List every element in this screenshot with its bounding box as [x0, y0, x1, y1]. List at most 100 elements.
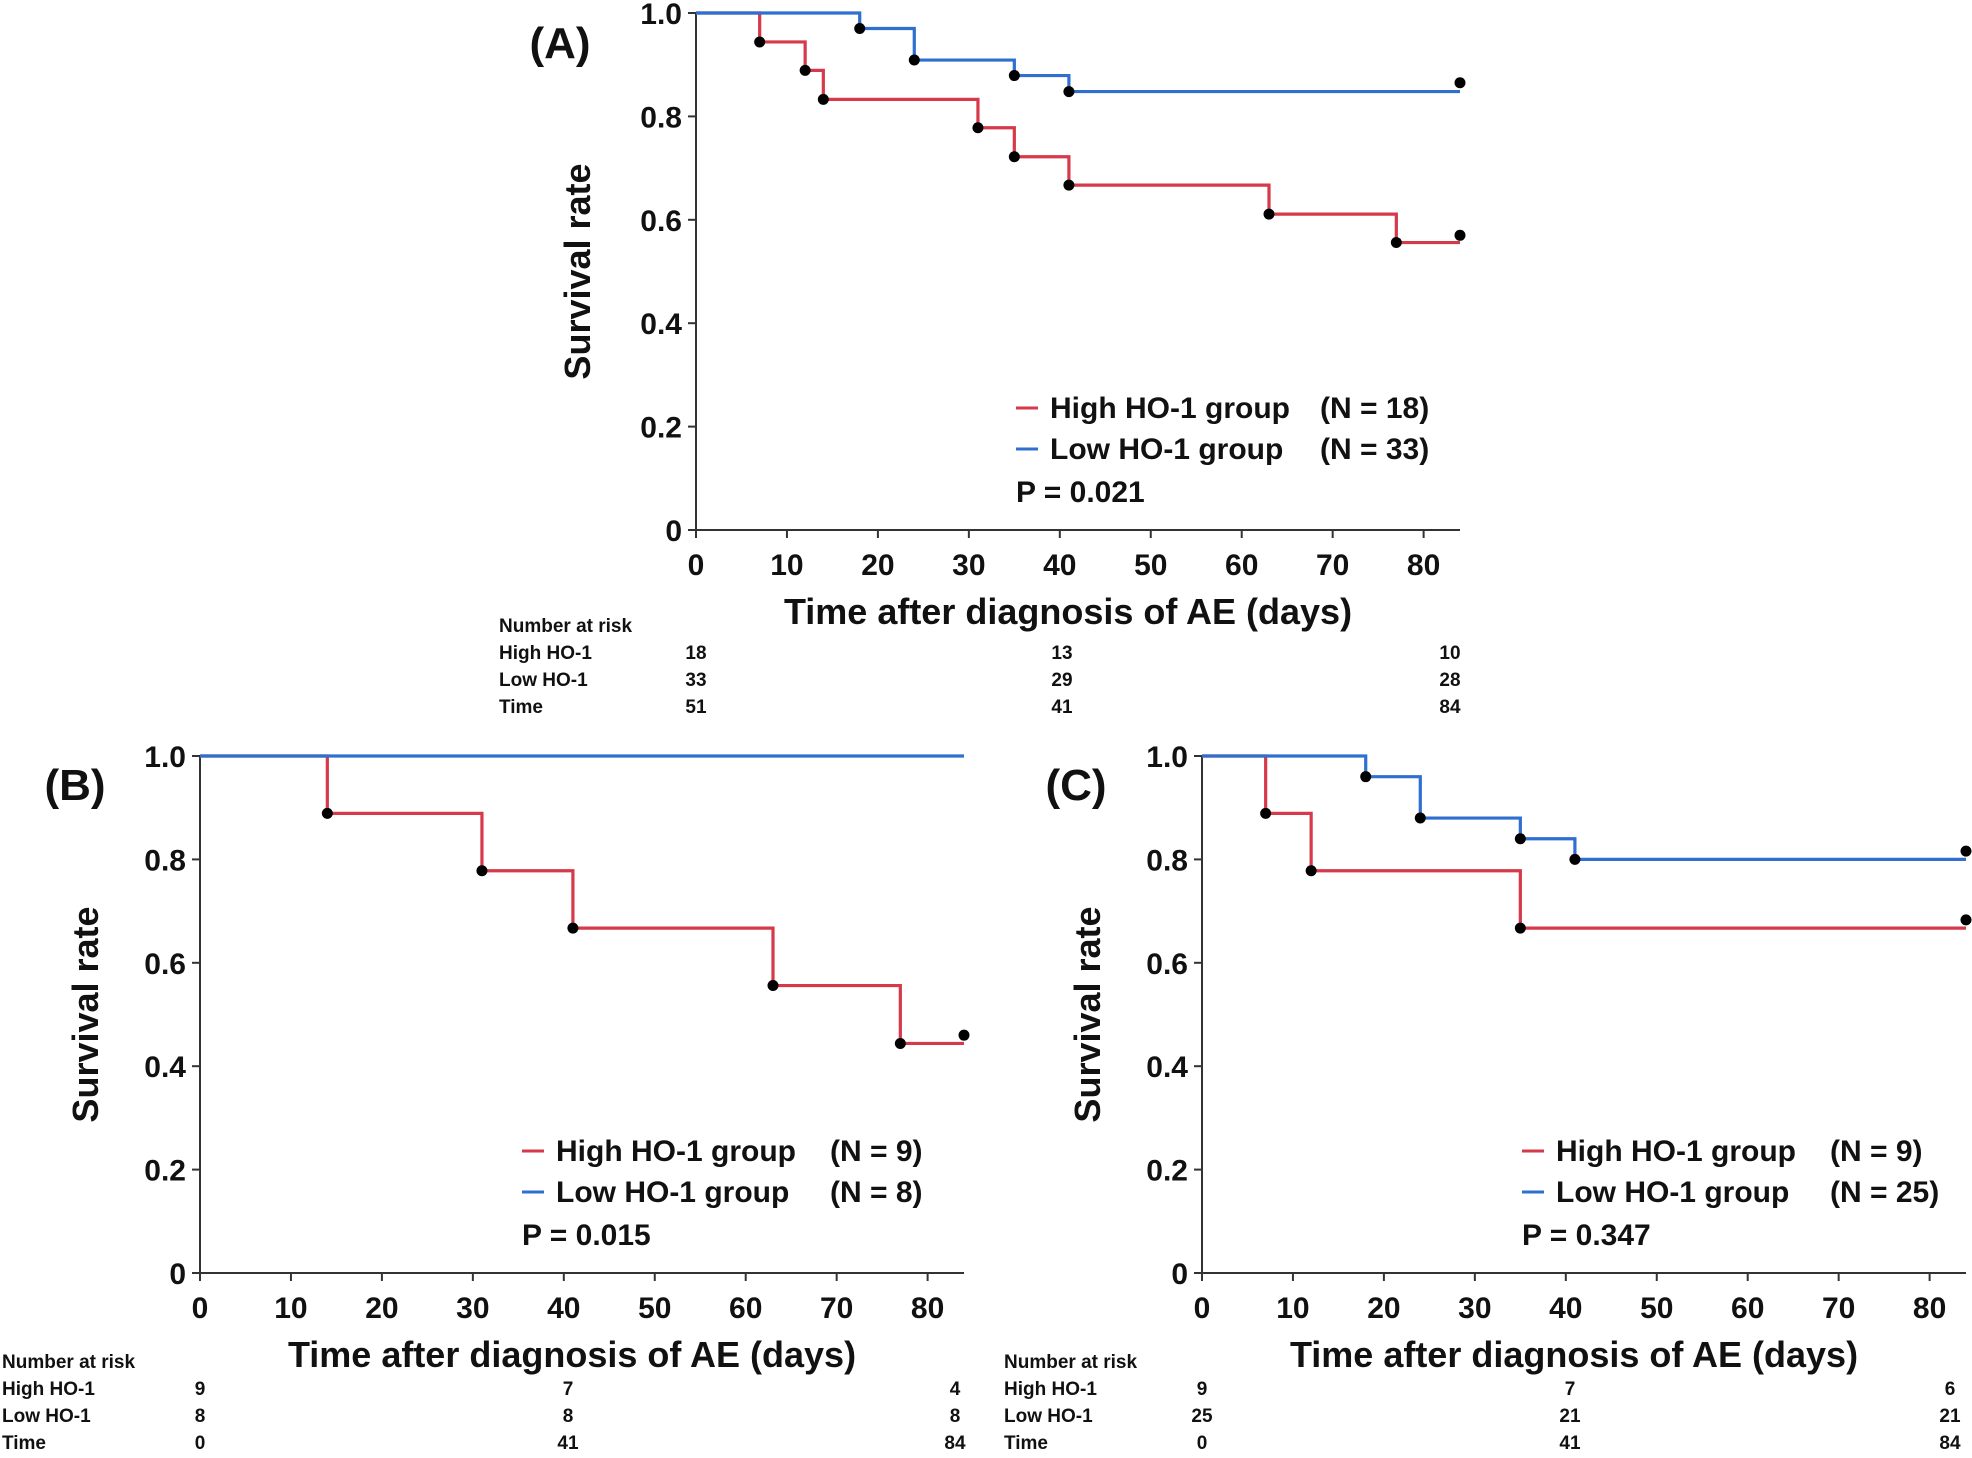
censor-point-low: [1360, 771, 1372, 783]
x-tick-label: 10: [274, 1292, 307, 1325]
risk-value: 84: [944, 1433, 966, 1454]
censor-point-high: [767, 980, 779, 992]
censor-point-low: [1414, 812, 1426, 824]
risk-value: 0: [1197, 1433, 1208, 1454]
x-tick-label: 70: [1316, 549, 1349, 582]
x-tick-label: 0: [192, 1292, 209, 1325]
legend-label: High HO-1 group: [1050, 392, 1290, 425]
series-line-high: [200, 754, 964, 1046]
x-tick-label: 80: [1407, 549, 1440, 582]
p-value: P = 0.021: [1016, 476, 1145, 509]
legend-label: Low HO-1 group: [1556, 1176, 1789, 1209]
risk-value: 9: [195, 1379, 206, 1400]
x-tick-label: 50: [638, 1292, 671, 1325]
p-value: P = 0.015: [522, 1219, 651, 1252]
censor-point-high: [1454, 229, 1466, 241]
censor-point-high: [958, 1029, 970, 1041]
y-tick-label: 0.8: [144, 844, 186, 877]
risk-value: 8: [563, 1406, 574, 1427]
risk-value: 4: [950, 1379, 961, 1400]
censor-point-high: [1263, 208, 1275, 220]
risk-table-title: Number at risk: [1004, 1352, 1137, 1373]
risk-table-title: Number at risk: [499, 616, 632, 637]
censor-point-high: [894, 1037, 906, 1049]
risk-value: 6: [1945, 1379, 1956, 1400]
legend-n-label: (N = 9): [1830, 1135, 1923, 1168]
x-tick-label: 50: [1640, 1292, 1673, 1325]
risk-row-label: High HO-1: [2, 1379, 95, 1400]
y-axis-title: Survival rate: [65, 906, 106, 1122]
censor-point-high: [754, 36, 766, 48]
risk-value: 21: [1939, 1406, 1961, 1427]
y-tick-label: 0: [1171, 1258, 1188, 1291]
risk-value: 8: [195, 1406, 206, 1427]
legend-n-label: (N = 8): [830, 1176, 923, 1209]
y-tick-label: 0.4: [144, 1051, 186, 1084]
risk-value: 7: [563, 1379, 574, 1400]
y-axis-title: Survival rate: [1067, 906, 1108, 1122]
x-tick-label: 60: [1731, 1292, 1764, 1325]
x-axis-title: Time after diagnosis of AE (days): [288, 1334, 856, 1375]
y-tick-label: 1.0: [640, 0, 682, 31]
y-tick-label: 0.2: [640, 412, 682, 445]
risk-row-label: Low HO-1: [2, 1406, 91, 1427]
y-tick-label: 0.6: [640, 205, 682, 238]
y-tick-label: 0: [665, 515, 682, 548]
x-tick-label: 30: [456, 1292, 489, 1325]
x-tick-label: 80: [1913, 1292, 1946, 1325]
x-axis-title: Time after diagnosis of AE (days): [784, 591, 1352, 632]
censor-point-low: [1569, 853, 1581, 865]
x-tick-label: 40: [1549, 1292, 1582, 1325]
x-tick-label: 20: [861, 549, 894, 582]
censor-point-high: [476, 865, 488, 877]
risk-value: 18: [685, 643, 706, 664]
x-tick-label: 50: [1134, 549, 1167, 582]
censor-point-high: [1008, 151, 1020, 163]
y-tick-label: 1.0: [144, 741, 186, 774]
risk-value: 51: [685, 697, 707, 718]
risk-value: 13: [1051, 643, 1072, 664]
risk-row-label: Time: [1004, 1433, 1048, 1454]
x-tick-label: 20: [365, 1292, 398, 1325]
x-tick-label: 30: [952, 549, 985, 582]
x-tick-label: 40: [1043, 549, 1076, 582]
risk-row-label: Time: [499, 697, 543, 718]
x-tick-label: 30: [1458, 1292, 1491, 1325]
legend-label: Low HO-1 group: [1050, 433, 1283, 466]
censor-point-low: [1454, 77, 1466, 89]
censor-point-low: [1960, 845, 1972, 857]
risk-table-title: Number at risk: [2, 1352, 135, 1373]
risk-value: 28: [1439, 670, 1460, 691]
x-tick-label: 0: [688, 549, 705, 582]
series-line-low: [696, 11, 1460, 94]
censor-point-high: [1390, 237, 1402, 249]
panel-label: (A): [529, 19, 590, 68]
risk-value: 25: [1191, 1406, 1213, 1427]
x-tick-label: 60: [1225, 549, 1258, 582]
risk-value: 84: [1439, 697, 1461, 718]
series-line-high: [696, 11, 1460, 245]
y-tick-label: 0.2: [1146, 1155, 1188, 1188]
censor-point-high: [1960, 914, 1972, 926]
panel-label: (C): [1045, 761, 1106, 810]
y-tick-label: 0.6: [144, 948, 186, 981]
y-tick-label: 0.2: [144, 1155, 186, 1188]
risk-row-label: Low HO-1: [499, 670, 588, 691]
censor-point-high: [1260, 807, 1272, 819]
series-line-low: [1202, 754, 1966, 861]
risk-row-label: Low HO-1: [1004, 1406, 1093, 1427]
y-tick-label: 0.8: [1146, 844, 1188, 877]
risk-value: 84: [1939, 1433, 1961, 1454]
x-tick-label: 70: [820, 1292, 853, 1325]
y-tick-label: 0.8: [640, 101, 682, 134]
y-tick-label: 0.6: [1146, 948, 1188, 981]
panel-label: (B): [44, 761, 105, 810]
legend-n-label: (N = 33): [1320, 433, 1429, 466]
risk-value: 41: [1559, 1433, 1581, 1454]
legend-label: High HO-1 group: [1556, 1135, 1796, 1168]
risk-value: 8: [950, 1406, 961, 1427]
x-tick-label: 80: [911, 1292, 944, 1325]
series-line-high: [1202, 754, 1966, 930]
